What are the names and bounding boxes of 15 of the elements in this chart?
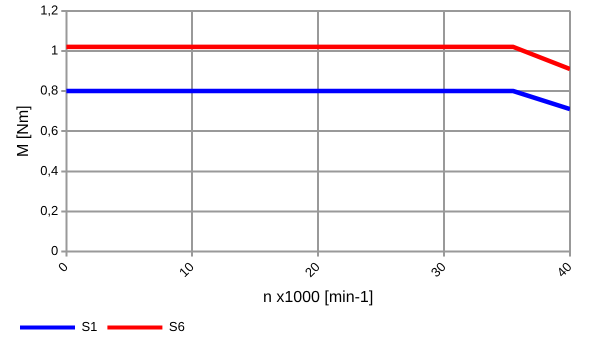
x-tick-label: 30 [428,259,449,280]
y-tick-label: 0,2 [40,203,58,218]
y-tick-label: 1,2 [40,2,58,18]
x-tick-label: 10 [176,259,197,280]
y-axis-title: M [Nm] [15,105,32,157]
y-tick-label: 1 [51,42,58,58]
x-axis-title: n x1000 [min-1] [262,288,374,306]
y-tick-label: 0 [51,243,58,258]
legend-label: S6 [168,319,185,334]
y-tick-label: 0,4 [40,162,58,178]
y-tick-label: 0,8 [40,82,58,98]
x-tick-label: 20 [302,259,323,280]
y-tick-label: 0,6 [40,122,58,138]
x-tick-label: 40 [554,259,575,280]
legend-label: S1 [82,319,98,334]
